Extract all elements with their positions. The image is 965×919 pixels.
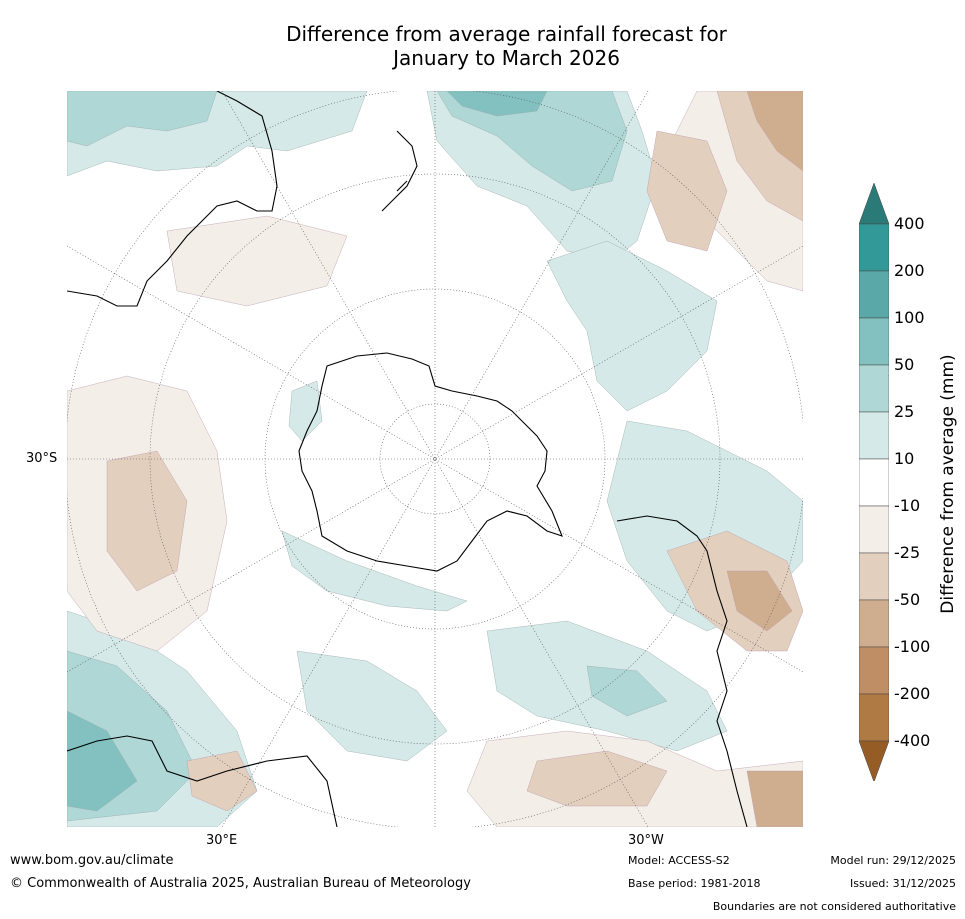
wet-region-north-mid [436,91,628,192]
new-zealand-coast [381,130,418,212]
wet-region-se-core [586,665,668,717]
wet-region-antarctic-west [288,380,323,442]
dry-region-ne-spot [646,130,728,252]
issued-text: Issued: 31/12/2025 [849,877,956,890]
colorbar-tick-label: 400 [894,214,925,233]
colorbar-tick-label: -400 [894,731,931,750]
wet-region-ne [546,240,718,412]
map-title: Difference from average rainfall forecas… [0,22,965,70]
colorbar-segment-rm100_200 [859,646,889,695]
dry-region-east-core [726,570,793,632]
colorbar-tick-label: 50 [894,355,915,374]
longitude-label-30e: 30°E [206,833,238,848]
colorbar-tick-label: -10 [894,496,921,515]
rainfall-anomaly-map [67,91,803,827]
colorbar-tick-label: -50 [894,590,921,609]
colorbar-segment-rm10_25 [859,505,889,554]
wet-region-north-core [446,91,548,117]
graticule [67,91,803,827]
colorbar-tick-label: 200 [894,261,925,280]
title-line-1: Difference from average rainfall forecas… [286,22,727,46]
colorbar-tick-label: -100 [894,637,931,656]
colorbar-segment-rm25_50 [859,552,889,601]
dry-region-se-core [746,770,803,827]
coastlines [67,91,748,827]
dry-region-ne-core [746,91,803,172]
colorbar-segment-rm200_400 [859,693,889,742]
colorbar-segment-neutral [859,458,889,507]
model-run-text: Model run: 29/12/2025 [830,854,956,867]
colorbar-tick-label: 25 [894,402,915,421]
colorbar [859,183,889,781]
colorbar-tick-label: 100 [894,308,925,327]
dry-region-sw-spot [186,750,258,812]
wet-region-south [296,650,448,762]
wet-region-antarctic-south [281,530,468,612]
colorbar-segment-gt200 [859,223,889,272]
colorbar-segment-r25_50 [859,364,889,413]
colorbar-segment-r50_100 [859,317,889,366]
title-line-2: January to March 2026 [393,46,620,70]
wet-region-sw-core [67,710,138,812]
south-america-coast [616,515,748,827]
dry-region-south-core [526,750,668,807]
colorbar-tick-label: -25 [894,543,921,562]
colorbar-over-extension [859,183,889,225]
dry-region-west-band [166,215,348,307]
longitude-label-30w: 30°W [628,833,664,848]
disclaimer-text: Boundaries are not considered authoritat… [712,900,956,913]
colorbar-title: Difference from average (mm) [938,354,958,614]
colorbar-segment-rm50_100 [859,599,889,648]
australia-coast [67,91,278,307]
colorbar-segment-r10_25 [859,411,889,460]
wet-region-nw-core [67,91,218,147]
drier-anomaly-regions [67,91,803,827]
website-link[interactable]: www.bom.gov.au/climate [10,853,174,868]
africa-coast [67,735,338,827]
latitude-label-30s: 30°S [26,451,58,466]
colorbar-under-extension [859,740,889,781]
model-text: Model: ACCESS-S2 [628,854,730,867]
colorbar-tick-label: -200 [894,684,931,703]
colorbar-segment-r100_200 [859,270,889,319]
base-period-text: Base period: 1981-2018 [628,877,761,890]
colorbar-tick-label: 10 [894,449,915,468]
antarctica-coast [298,352,563,572]
copyright-text: © Commonwealth of Australia 2025, Austra… [10,876,471,891]
